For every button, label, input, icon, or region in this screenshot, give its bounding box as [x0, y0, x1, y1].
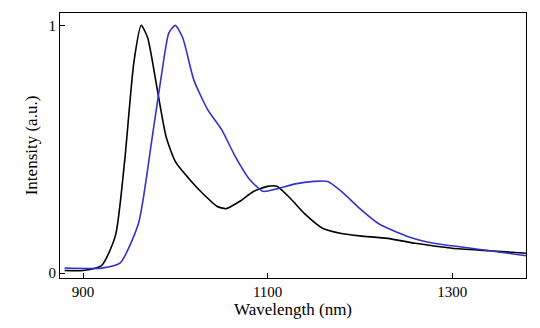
- svg-text:0: 0: [49, 265, 57, 281]
- svg-text:1: 1: [49, 18, 57, 34]
- svg-text:Intensity (a.u.): Intensity (a.u.): [22, 96, 41, 196]
- svg-text:1100: 1100: [253, 284, 282, 300]
- svg-text:900: 900: [72, 284, 95, 300]
- svg-text:Wavelength (nm): Wavelength (nm): [234, 300, 352, 319]
- svg-text:1300: 1300: [437, 284, 467, 300]
